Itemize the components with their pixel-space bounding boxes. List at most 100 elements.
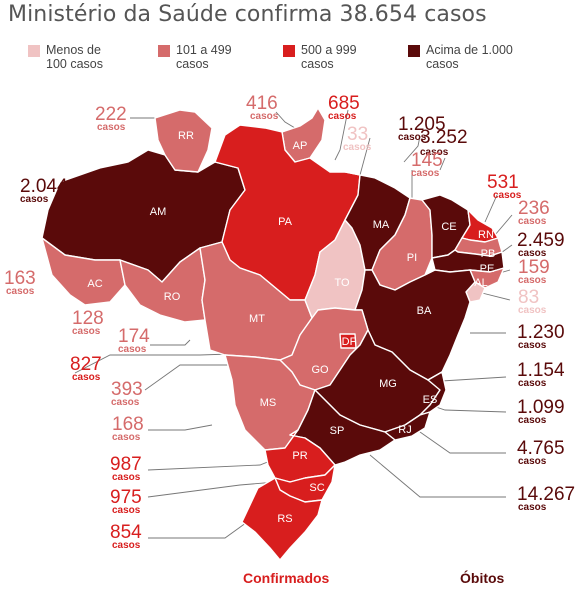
legend-swatch — [158, 45, 170, 57]
casos-label: casos — [398, 132, 427, 143]
case-count-ap: 416 — [246, 93, 278, 114]
casos-label: casos — [518, 502, 547, 513]
state-label-go: GO — [311, 364, 329, 376]
state-label-es: ES — [423, 394, 438, 406]
case-count-pe: 2.459 — [517, 230, 565, 251]
case-count-pi: 145 — [411, 150, 443, 171]
state-shape-rr[interactable] — [154, 109, 213, 173]
state-shape-ac[interactable] — [41, 237, 126, 306]
state-label-rs: RS — [277, 513, 292, 525]
state-label-ce: CE — [441, 221, 456, 233]
state-label-ma: MA — [373, 219, 390, 231]
legend-swatch — [408, 45, 420, 57]
case-count-ba: 1.230 — [517, 322, 565, 343]
case-count-am: 2.044 — [20, 176, 68, 197]
state-label-mg: MG — [379, 378, 397, 390]
state-shape-rj[interactable] — [384, 411, 431, 441]
state-label-df: DF — [342, 336, 357, 348]
casos-label: casos — [518, 456, 547, 467]
casos-label: casos — [518, 248, 547, 259]
state-shape-rs[interactable] — [241, 477, 323, 561]
legend-swatch — [283, 45, 295, 57]
case-count-mg: 1.154 — [517, 360, 565, 381]
case-count-ce: 3.252 — [420, 127, 468, 148]
state-label-pi: PI — [407, 252, 417, 264]
casos-label: casos — [20, 194, 49, 205]
page-title: Ministério da Saúde confirma 38.654 caso… — [8, 2, 487, 27]
legend-label: Menos de 100 casos — [46, 43, 103, 71]
state-label-to: TO — [334, 277, 350, 289]
case-count-ms: 168 — [112, 414, 144, 435]
state-label-rj: RJ — [398, 424, 411, 436]
casos-label: casos — [112, 505, 141, 516]
casos-label: casos — [118, 344, 147, 355]
casos-label: casos — [343, 142, 372, 153]
legend-label: 500 a 999 casos — [301, 43, 357, 71]
state-label-ap: AP — [293, 140, 308, 152]
state-label-pe: PE — [480, 263, 495, 275]
state-label-al: AL — [474, 277, 487, 289]
casos-label: casos — [518, 305, 547, 316]
state-label-ba: BA — [417, 305, 432, 317]
casos-label: casos — [112, 472, 141, 483]
state-shapes — [41, 107, 505, 561]
casos-label: casos — [72, 372, 101, 383]
legend-swatch — [28, 45, 40, 57]
case-count-sp: 14.267 — [517, 484, 575, 505]
case-count-pa: 685 — [328, 93, 360, 114]
casos-label: casos — [411, 168, 440, 179]
case-count-pr: 987 — [110, 454, 142, 475]
state-label-am: AM — [150, 206, 167, 218]
state-label-mt: MT — [249, 313, 265, 325]
case-count-al: 159 — [518, 257, 550, 278]
state-label-pr: PR — [292, 450, 307, 462]
footer-confirmados[interactable]: Confirmados — [243, 570, 330, 586]
state-label-ms: MS — [260, 397, 277, 409]
casos-label: casos — [6, 286, 35, 297]
state-label-ac: AC — [87, 278, 102, 290]
state-label-ro: RO — [164, 291, 181, 303]
casos-label: casos — [97, 122, 126, 133]
legend-label: Acima de 1.000 casos — [426, 43, 513, 71]
legend-item-gt1000: Acima de 1.000 casos — [408, 43, 513, 71]
casos-label: casos — [112, 432, 141, 443]
casos-label: casos — [518, 340, 547, 351]
casos-label: casos — [250, 111, 279, 122]
casos-label: casos — [111, 397, 140, 408]
state-shape-df[interactable] — [339, 333, 357, 349]
case-count-rn: 531 — [487, 172, 519, 193]
case-count-sc: 975 — [110, 487, 142, 508]
legend-item-lt100: Menos de 100 casos — [28, 43, 103, 71]
state-label-pb: PB — [481, 248, 496, 260]
casos-label: casos — [518, 275, 547, 286]
case-count-ma: 1.205 — [398, 114, 446, 135]
casos-label: casos — [518, 415, 547, 426]
state-label-sc: SC — [309, 482, 324, 494]
casos-label: casos — [518, 378, 547, 389]
casos-label: casos — [518, 216, 547, 227]
state-label-rr: RR — [178, 130, 194, 142]
case-count-rr: 222 — [95, 104, 127, 125]
case-count-es: 1.099 — [517, 397, 565, 418]
footer-obitos[interactable]: Óbitos — [460, 570, 505, 586]
